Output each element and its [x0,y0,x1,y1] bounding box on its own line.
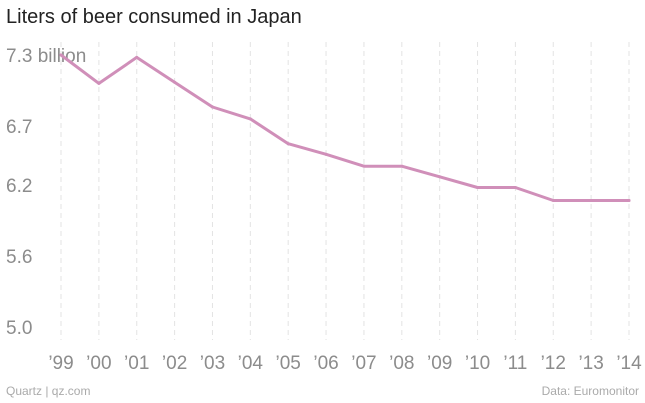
y-tick-label-1: 5.6 [6,247,32,268]
x-tick-label-9: ’08 [389,353,414,374]
x-tick-label-5: ’04 [238,353,264,374]
x-tick-label-14: ’13 [578,353,603,374]
source-credit: Quartz | qz.com [6,384,91,398]
data-point-11 [476,185,480,189]
data-point-3 [173,80,177,84]
y-tick-label-3: 6.7 [6,117,32,138]
y-tick-label-4: 7.3 billion [6,46,86,67]
x-tick-label-0: ’99 [48,353,73,374]
data-point-0 [59,53,63,57]
y-tick-label-0: 5.0 [6,318,32,339]
data-point-15 [627,198,631,202]
data-point-10 [438,175,442,179]
x-tick-label-7: ’06 [313,353,338,374]
data-point-8 [362,164,366,168]
data-point-13 [551,198,555,202]
x-tick-label-6: ’05 [276,353,301,374]
data-source: Data: Euromonitor [541,384,639,398]
x-tick-label-3: ’02 [162,353,187,374]
data-point-14 [589,198,593,202]
data-point-12 [513,185,517,189]
data-point-6 [286,142,290,146]
x-tick-label-13: ’12 [541,353,566,374]
x-tick-label-11: ’10 [465,353,490,374]
data-point-4 [210,105,214,109]
x-tick-label-4: ’03 [200,353,225,374]
data-point-1 [97,81,101,85]
series-line-0 [59,53,631,202]
data-point-9 [400,164,404,168]
data-point-5 [248,117,252,121]
x-tick-label-10: ’09 [427,353,452,374]
chart-title: Liters of beer consumed in Japan [6,6,302,28]
y-tick-label-2: 6.2 [6,176,32,197]
x-tick-label-15: ’14 [616,353,642,374]
x-tick-label-2: ’01 [124,353,149,374]
x-tick-label-1: ’00 [86,353,111,374]
data-point-7 [324,152,328,156]
data-point-2 [135,55,139,59]
x-tick-label-8: ’07 [351,353,376,374]
x-tick-label-12: ’11 [503,353,527,374]
